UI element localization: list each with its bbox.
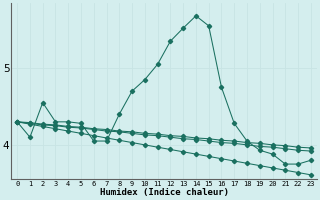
X-axis label: Humidex (Indice chaleur): Humidex (Indice chaleur)	[100, 188, 228, 197]
